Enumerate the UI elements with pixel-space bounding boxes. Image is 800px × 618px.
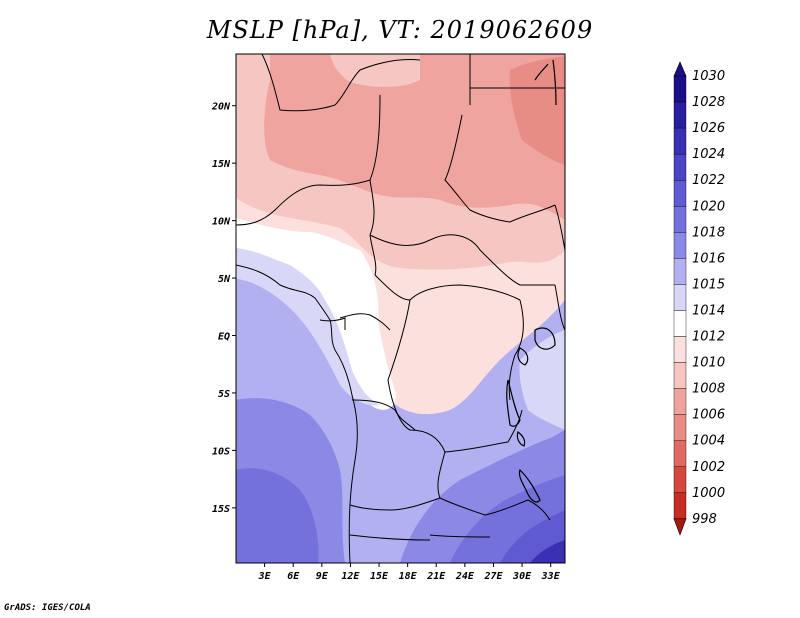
colorbar-segment	[673, 310, 687, 337]
colorbar-segment	[673, 362, 687, 389]
grads-credit: GrADS: IGES/COLA	[4, 603, 91, 613]
lat-tick-label: 20N	[211, 102, 231, 113]
colorbar-top-arrow	[673, 61, 687, 77]
lat-tick-label: 15N	[212, 159, 231, 170]
colorbar-label: 1026	[692, 121, 725, 136]
colorbar-segment	[673, 414, 687, 441]
great-lakes	[506, 59, 557, 503]
colorbar-label: 1018	[692, 225, 725, 240]
colorbar-label: 1014	[692, 303, 725, 318]
lat-tick-label: 15S	[212, 504, 230, 515]
colorbar-segment	[673, 127, 687, 155]
lon-tick-label: 6E	[287, 571, 300, 582]
latitude-axis: 20N 15N 10N 5N EQ 5S 10S 15S	[211, 102, 236, 515]
map-title: MSLP [hPa], VT: 2019062609	[206, 16, 594, 44]
colorbar-segment	[673, 336, 687, 363]
pressure-field	[236, 54, 565, 563]
colorbar-segment	[673, 75, 687, 103]
lon-tick-label: 30E	[512, 571, 532, 582]
colorbar-label: 1010	[692, 356, 725, 371]
colorbar-label: 1015	[692, 277, 725, 292]
longitude-axis: 3E 6E 9E 12E 15E 18E 21E 24E 27E 30E 33E	[258, 563, 561, 582]
lat-tick-label: 10N	[212, 217, 231, 228]
lon-tick-label: 3E	[258, 571, 272, 582]
colorbar-segment	[673, 153, 687, 181]
map-frame	[235, 53, 566, 564]
lat-tick-label: 10S	[212, 446, 230, 457]
colorbar-segment	[673, 258, 687, 285]
colorbar-bottom-arrow	[673, 518, 687, 536]
colorbar-label: 1002	[692, 460, 725, 475]
lon-tick-label: 9E	[316, 571, 329, 582]
colorbar-label: 1024	[692, 147, 725, 162]
lon-tick-label: 24E	[455, 571, 475, 582]
lat-tick-label: 5N	[218, 274, 231, 285]
colorbar-segment	[673, 440, 687, 467]
lon-tick-label: 12E	[341, 571, 360, 582]
colorbar-label: 1022	[692, 173, 725, 188]
lon-tick-label: 15E	[370, 571, 389, 582]
colorbar-label: 1000	[692, 486, 725, 501]
lon-tick-label: 21E	[426, 571, 446, 582]
colorbar-segment	[673, 388, 687, 415]
lon-tick-label: 33E	[541, 571, 561, 582]
colorbar-segment	[673, 466, 687, 493]
colorbar-label: 1030	[692, 69, 725, 84]
colorbar-segment	[673, 101, 687, 129]
lat-tick-label: 5S	[218, 389, 230, 400]
colorbar-segment	[673, 492, 687, 520]
colorbar-label: 1020	[692, 199, 725, 214]
colorbar-label: 1028	[692, 95, 725, 110]
colorbar-label: 1004	[692, 434, 725, 449]
lon-tick-label: 18E	[399, 571, 418, 582]
colorbar-segment	[673, 179, 687, 207]
colorbar-label: 998	[692, 512, 717, 527]
colorbar-label: 1008	[692, 382, 725, 397]
colorbar: 1030 1028 1026 1024 1022 1020 1018 1016 1015 1014…	[673, 61, 725, 536]
colorbar-segment	[673, 206, 687, 233]
country-borders	[236, 54, 565, 563]
colorbar-label: 1006	[692, 408, 725, 423]
lon-tick-label: 27E	[483, 571, 503, 582]
lat-tick-label: EQ	[218, 332, 230, 343]
colorbar-label: 1012	[692, 330, 725, 345]
colorbar-segment	[673, 232, 687, 259]
colorbar-segment	[673, 284, 687, 311]
colorbar-label: 1016	[692, 251, 725, 266]
